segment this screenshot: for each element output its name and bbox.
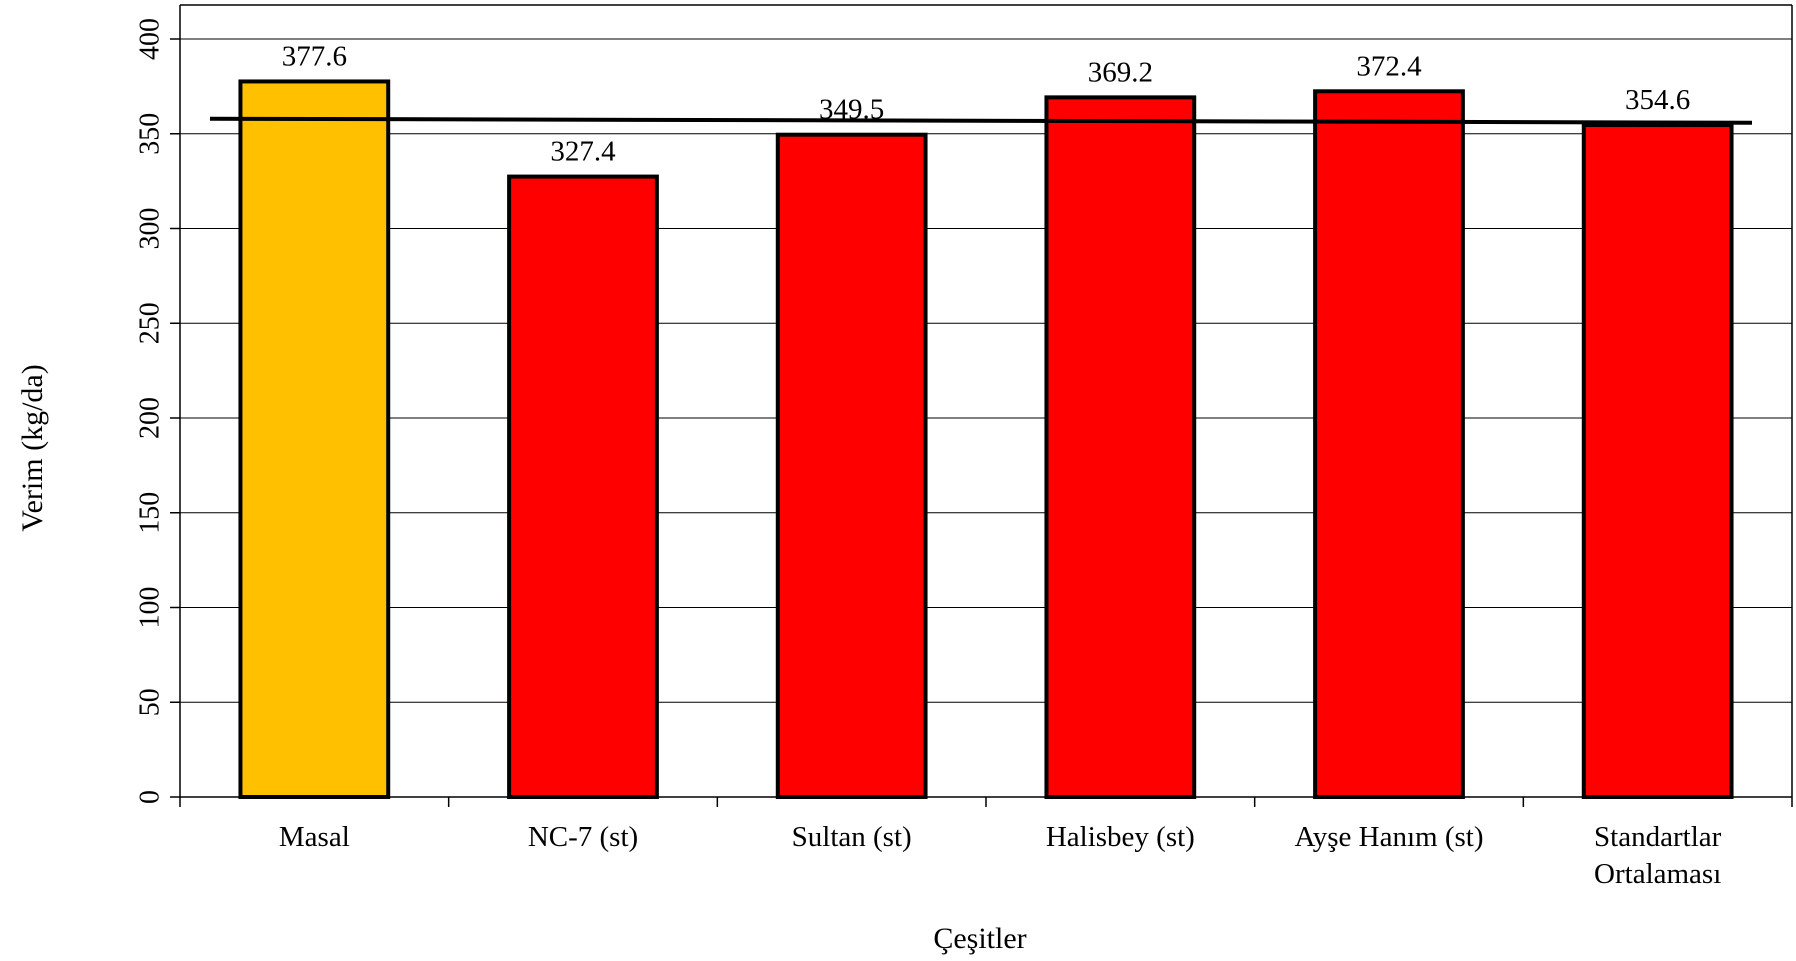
plot-frame: [180, 4, 1793, 797]
data-label: 327.4: [550, 136, 616, 168]
y-tick-label: 400: [134, 18, 165, 60]
x-tick-label: Masal: [279, 821, 350, 853]
bar: [1313, 89, 1465, 799]
x-tick-label: Ortalaması: [1594, 858, 1721, 890]
x-axis-title: Çeşitler: [933, 922, 1026, 955]
data-label: 369.2: [1088, 56, 1153, 88]
y-tick-label: 50: [134, 688, 165, 716]
data-label: 354.6: [1625, 84, 1690, 116]
x-tick-label: Ayşe Hanım (st): [1294, 821, 1483, 853]
y-axis-title: Verim (kg/da): [16, 364, 49, 531]
reference-line-group: [209, 116, 1753, 125]
y-tick-label: 150: [134, 492, 165, 534]
x-tick-label: Halisbey (st): [1046, 821, 1195, 853]
y-tick-label: 100: [134, 587, 165, 629]
y-tick-label: 350: [134, 113, 165, 155]
data-label: 377.6: [282, 40, 347, 72]
x-tick-label: Sultan (st): [792, 821, 912, 853]
y-tick-label: 0: [134, 790, 165, 804]
x-tick-label: Standartlar: [1594, 821, 1722, 853]
y-tick-label: 250: [134, 302, 165, 344]
bar: [1044, 95, 1197, 799]
reference-line: [209, 116, 1753, 125]
bar: [1581, 123, 1734, 799]
data-label: 349.5: [819, 94, 884, 126]
gridlines: [180, 38, 1792, 703]
y-tick-label: 300: [134, 208, 165, 250]
y-tick-label: 200: [134, 397, 165, 439]
bars: [238, 79, 1734, 799]
data-label: 372.4: [1356, 50, 1422, 82]
x-axis: Masal NC-7 (st) Sultan (st) Halisbey (st) Ay…: [179, 796, 1793, 890]
x-tick-label: NC-7 (st): [528, 821, 638, 853]
y-axis: 0 50 100 150 200 250 300 350 400: [134, 5, 181, 804]
bar: [775, 132, 928, 799]
data-labels: 377.6 327.4 349.5 369.2 372.4 354.6: [282, 40, 1691, 167]
bar: [507, 174, 659, 799]
bar: [238, 79, 391, 799]
